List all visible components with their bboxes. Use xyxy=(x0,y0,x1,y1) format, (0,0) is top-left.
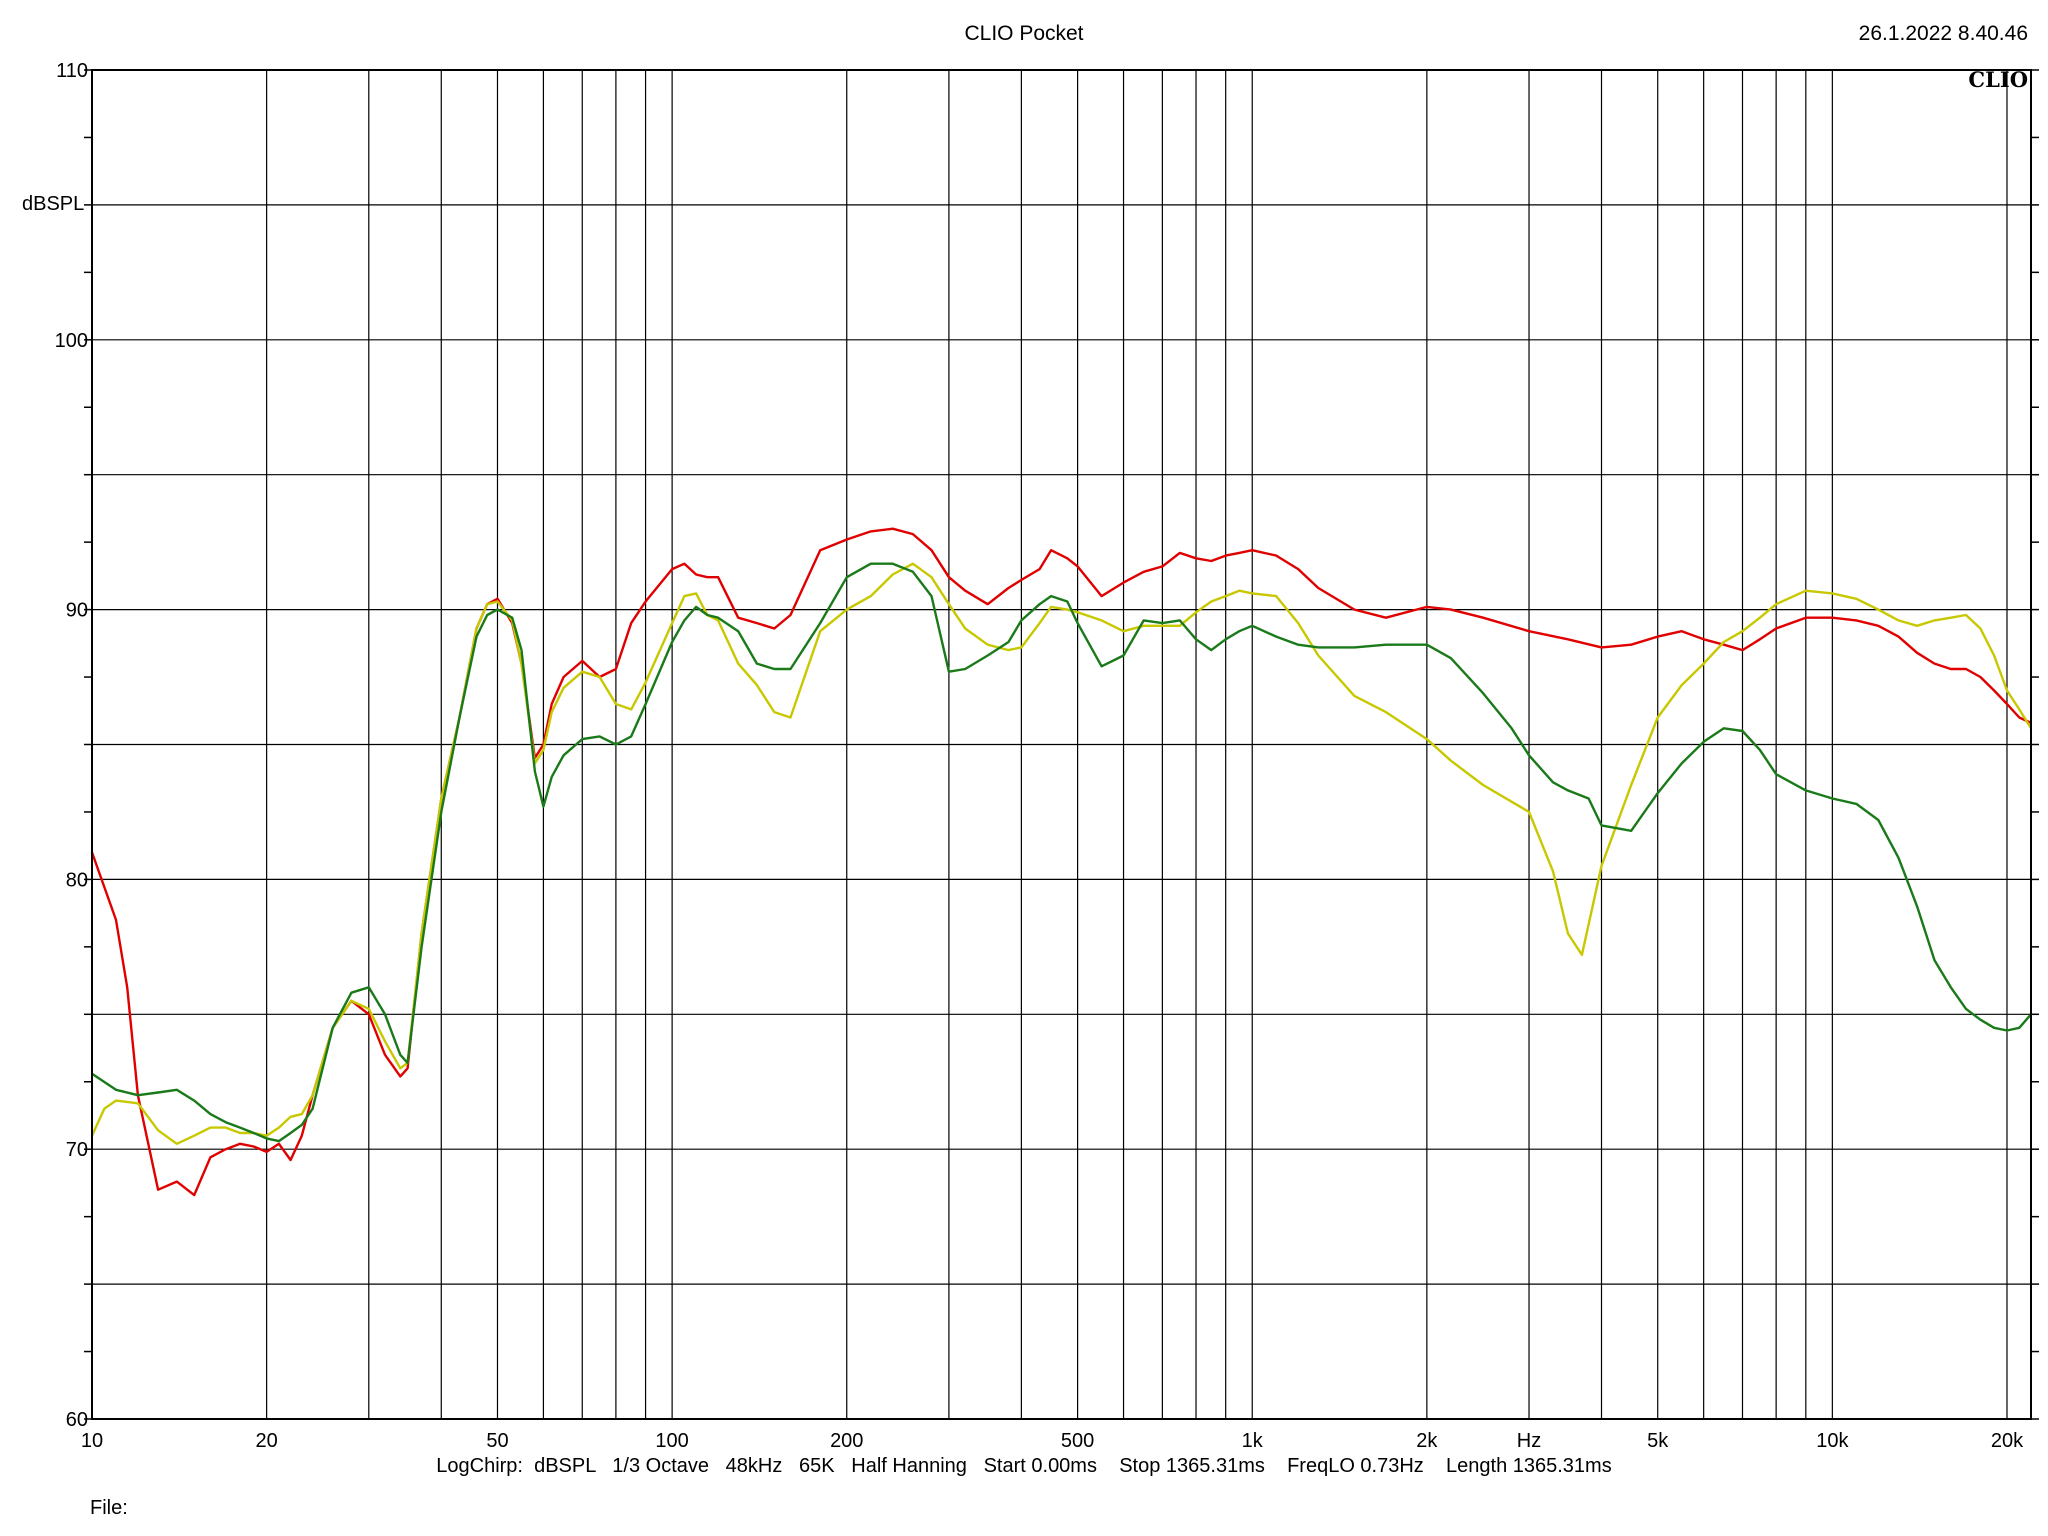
x-tick-label: Hz xyxy=(1517,1430,1541,1452)
x-tick-label: 20k xyxy=(1991,1430,2024,1452)
timestamp: 26.1.2022 8.40.46 xyxy=(1858,22,2028,45)
y-tick-label: 80 xyxy=(66,869,88,891)
x-tick-label: 100 xyxy=(655,1430,688,1452)
series-line-2 xyxy=(90,562,2033,1146)
ticks-layer xyxy=(84,69,2039,1420)
y-tick-label: 60 xyxy=(66,1409,88,1431)
x-tick-label: 10k xyxy=(1816,1430,1849,1452)
x-tick-label: 2k xyxy=(1416,1430,1438,1452)
series-layer xyxy=(90,527,2033,1197)
file-label: File: xyxy=(90,1497,128,1519)
clio-logo: CLIO xyxy=(1968,67,2028,92)
x-tick-label: 200 xyxy=(830,1430,863,1452)
y-tick-label: 90 xyxy=(66,600,88,622)
series-line-1 xyxy=(90,527,2032,1197)
y-tick-label: 70 xyxy=(66,1139,88,1161)
x-tick-label: 50 xyxy=(486,1430,508,1452)
x-tick-label: 1k xyxy=(1242,1430,1264,1452)
chart-title: CLIO Pocket xyxy=(964,22,1084,45)
x-tick-label: 20 xyxy=(256,1430,278,1452)
y-axis-label: dBSPL xyxy=(22,193,85,215)
x-tick-label: 5k xyxy=(1647,1430,1669,1452)
y-tick-label: 100 xyxy=(55,330,88,352)
measurement-settings: LogChirp: dBSPL 1/3 Octave 48kHz 65K Hal… xyxy=(436,1455,1612,1477)
tick-labels: 10 20 50 100 200 500 1k 2k Hz 5k 10k 20k 110 100 90 80 7… xyxy=(55,60,2024,1452)
x-tick-label: 10 xyxy=(81,1430,103,1452)
major-gridlines xyxy=(92,70,2031,1419)
x-tick-label: 500 xyxy=(1061,1430,1094,1452)
series-line-3 xyxy=(91,562,2032,1143)
y-tick-label: 110 xyxy=(56,60,88,82)
